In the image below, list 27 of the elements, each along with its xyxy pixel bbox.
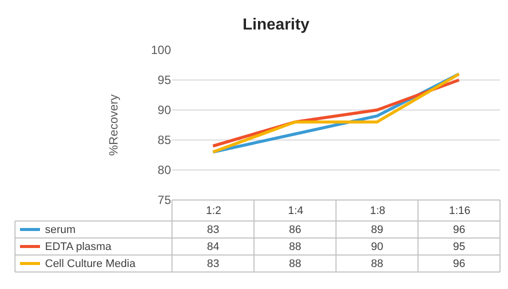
data-label: 84 <box>207 241 220 253</box>
data-label: 88 <box>371 258 384 270</box>
y-tick-label: 100 <box>150 43 172 58</box>
y-tick-label: 90 <box>158 103 172 118</box>
data-label: 96 <box>453 224 466 236</box>
x-tick-label: 1:2 <box>206 205 222 217</box>
data-label: 90 <box>371 241 384 253</box>
data-label: 88 <box>289 258 302 270</box>
legend-label: serum <box>45 224 76 236</box>
data-label: 88 <box>289 241 302 253</box>
x-tick-label: 1:8 <box>370 205 386 217</box>
y-tick-label: 95 <box>158 73 172 88</box>
x-tick-label: 1:4 <box>288 205 304 217</box>
data-label: 96 <box>453 258 466 270</box>
x-tick-label: 1:16 <box>449 205 470 217</box>
data-label: 89 <box>371 224 384 236</box>
y-tick-label: 75 <box>158 193 172 208</box>
data-label: 83 <box>207 224 220 236</box>
legend-label: Cell Culture Media <box>45 258 136 270</box>
y-axis-title: %Recovery <box>106 94 120 156</box>
y-tick-label: 80 <box>158 163 172 178</box>
chart-title: Linearity <box>242 16 310 34</box>
data-label: 83 <box>207 258 220 270</box>
data-label: 86 <box>289 224 302 236</box>
y-tick-label: 85 <box>158 133 172 148</box>
data-label: 95 <box>453 241 466 253</box>
legend-label: EDTA plasma <box>45 241 112 253</box>
